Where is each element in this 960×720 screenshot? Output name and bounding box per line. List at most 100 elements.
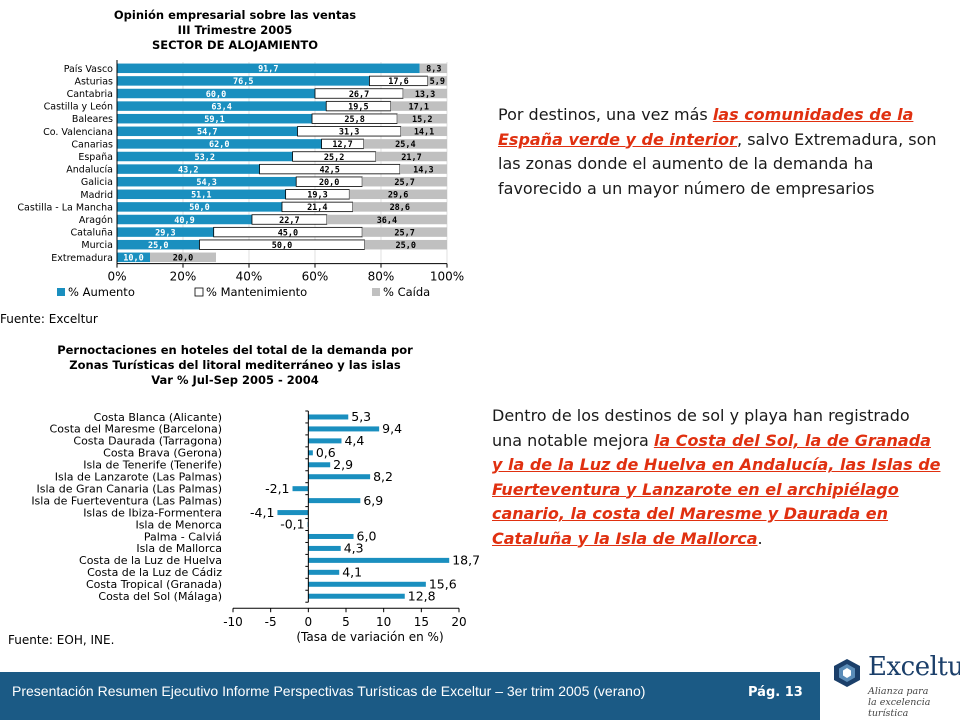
chart2-bar	[308, 593, 405, 599]
chart1-category-label: Cantabria	[67, 89, 113, 100]
chart2-value-label: 5,3	[351, 409, 371, 424]
chart1-legend-swatch-caida	[372, 288, 380, 296]
chart1-bar-aumento	[117, 214, 252, 225]
chart1-label-aumento: 25,0	[148, 241, 168, 251]
chart1-label-aumento: 10,0	[123, 254, 143, 264]
chart1-bar-aumento	[117, 202, 282, 212]
chart2-category-label: Costa Brava (Gerona)	[103, 447, 222, 460]
chart2-category-label: Costa del Sol (Málaga)	[98, 590, 222, 603]
chart1-label-mantenimiento: 26,7	[349, 90, 369, 100]
chart1-category-label: País Vasco	[64, 64, 113, 75]
chart1-label-mantenimiento: 45,0	[278, 228, 298, 238]
chart2-category-label: Costa Daurada (Tarragona)	[73, 435, 222, 448]
chart1-bar-mantenimiento	[311, 113, 398, 124]
chart1-label-aumento: 54,3	[196, 178, 216, 188]
chart2-title-line-3: Var % Jul-Sep 2005 - 2004	[151, 373, 319, 387]
chart1-label-caida: 5,9	[430, 77, 445, 87]
chart2-value-label: 9,4	[382, 421, 402, 436]
chart1-label-mantenimiento: 17,6	[388, 77, 408, 87]
chart1-category-label: Castilla - La Mancha	[17, 202, 113, 213]
chart1-category-label: Extremadura	[51, 253, 113, 264]
chart1-bar-caida	[427, 76, 447, 86]
chart1-title-line-1: Opinión empresarial sobre las ventas	[113, 8, 357, 22]
chart1-label-caida: 21,7	[401, 153, 421, 163]
chart1-label-aumento: 59,1	[204, 115, 224, 125]
chart1-bar-caida	[390, 101, 447, 111]
chart1-category-label: Aragón	[79, 215, 113, 226]
comment-2-rest: .	[757, 528, 763, 548]
chart1-bar-caida	[326, 214, 447, 225]
comment-text-1: Por destinos, una vez más las comunidade…	[498, 103, 938, 201]
chart1-bar-caida	[364, 239, 447, 250]
chart1-bar-caida	[150, 252, 216, 263]
chart1-title: Opinión empresarial sobre las ventas III…	[0, 8, 470, 53]
chart1-label-aumento: 76,5	[233, 77, 253, 87]
comment-text-2: Dentro de los destinos de sol y playa ha…	[492, 404, 942, 551]
chart1-category-label: Baleares	[72, 114, 113, 125]
chart1-category-label: Madrid	[80, 190, 113, 201]
chart1-label-caida: 17,1	[409, 102, 429, 112]
chart1-label-caida: 8,3	[426, 65, 441, 75]
footer-bar: Presentación Resumen Ejecutivo Informe P…	[0, 672, 820, 720]
chart1-label-mantenimiento: 19,5	[348, 102, 368, 112]
chart2-value-label: 6,9	[363, 493, 383, 508]
chart2-x-tick-label: 10	[376, 615, 391, 629]
chart2-category-label: Costa de la Luz de Huelva	[79, 554, 222, 567]
comment-1-intro: Por destinos, una vez más	[498, 105, 713, 124]
chart2-category-label: Isla de Mallorca	[136, 542, 222, 555]
chart2-category-label: Costa Tropical (Granada)	[86, 578, 222, 591]
footer-text: Presentación Resumen Ejecutivo Informe P…	[12, 683, 646, 699]
chart1-legend-swatch-aumento	[57, 288, 65, 296]
chart1-bar-caida	[352, 202, 447, 212]
chart2-bar	[308, 438, 342, 444]
chart1-label-aumento: 63,4	[211, 102, 231, 112]
chart1-label-mantenimiento: 50,0	[272, 241, 292, 251]
chart1-bar-aumento	[117, 63, 420, 74]
chart1-label-caida: 28,6	[390, 203, 410, 213]
logo-wordmark: Exceltur	[868, 652, 960, 682]
chart1-stacked-bar: País Vasco 91,7 8,3 Asturias 76,5 17,6 5,9 Cant…	[17, 60, 464, 299]
chart1-label-caida: 20,0	[173, 254, 193, 264]
chart1-bar-caida	[362, 227, 447, 237]
chart1-bar-caida	[400, 126, 447, 137]
chart1-x-tick-label: 0%	[107, 270, 126, 284]
chart1-label-caida: 13,3	[415, 90, 435, 100]
chart1-bar-aumento	[117, 76, 370, 86]
logo-tagline-line-1: Alianza para	[868, 686, 929, 697]
chart1-bar-caida	[362, 176, 447, 187]
chart1-label-aumento: 29,3	[155, 228, 175, 238]
chart2-category-label: Costa de la Luz de Cádiz	[87, 566, 222, 579]
exceltur-logo-icon	[834, 659, 860, 687]
chart1-bar-aumento	[117, 164, 260, 174]
chart1-label-caida: 15,2	[412, 115, 432, 125]
chart1-bar-aumento	[117, 227, 214, 237]
chart1-label-aumento: 62,0	[209, 140, 229, 150]
chart1-bar-caida	[375, 151, 447, 162]
chart2-value-label: 4,3	[344, 541, 364, 556]
chart1-x-tick-label: 40%	[236, 270, 263, 284]
chart2-value-label: 12,8	[408, 588, 436, 603]
chart1-label-aumento: 60,0	[206, 90, 226, 100]
chart2-category-label: Isla de Menorca	[135, 518, 222, 531]
chart1-label-aumento: 51,1	[191, 191, 211, 201]
chart2-value-label: 18,7	[452, 553, 480, 568]
chart2-value-label: 4,4	[344, 433, 364, 448]
chart1-label-aumento: 91,7	[258, 65, 278, 75]
chart2-bar	[308, 498, 361, 504]
chart1-label-mantenimiento: 25,2	[324, 153, 344, 163]
chart2-bar	[308, 462, 331, 468]
chart2-bar	[308, 474, 371, 480]
chart2-category-label: Islas de Ibiza-Formentera	[83, 506, 222, 519]
chart2-title: Pernoctaciones en hoteles del total de l…	[0, 343, 470, 388]
chart2-category-label: Palma - Calviá	[144, 530, 222, 543]
chart1-category-label: Co. Valenciana	[43, 127, 113, 138]
chart1-label-aumento: 40,9	[174, 216, 194, 226]
chart1-bar-caida	[363, 139, 447, 149]
chart1-bar-caida	[403, 88, 447, 99]
chart1-bar-aumento	[117, 88, 315, 99]
chart2-x-tick-label: -5	[265, 615, 277, 629]
page-number: Pág. 13	[748, 685, 803, 700]
chart1-label-aumento: 50,0	[189, 203, 209, 213]
chart2-bar	[308, 414, 349, 420]
chart2-x-tick-label: 20	[451, 615, 466, 629]
